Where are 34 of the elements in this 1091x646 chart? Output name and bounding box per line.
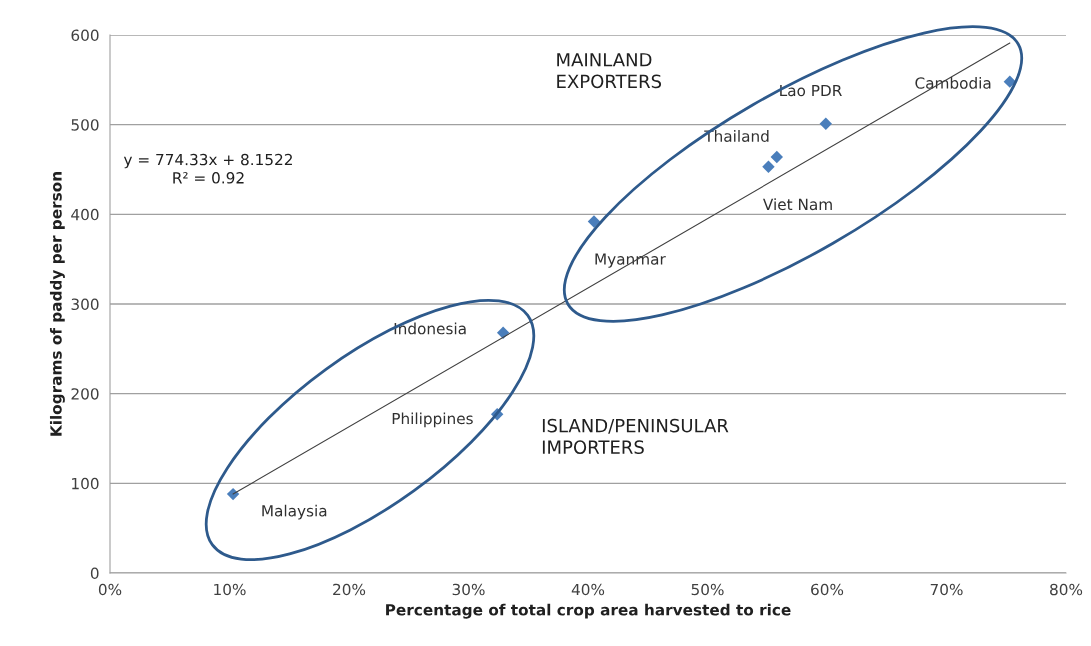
x-tick-label: 10%: [214, 583, 246, 596]
x-axis-title: Percentage of total crop area harvested to rice: [386, 603, 791, 619]
x-tick-label: 40%: [571, 583, 605, 596]
y-tick-label: 600: [71, 29, 99, 42]
annotation: Thailand: [704, 130, 769, 142]
annotation: y = 774.33x + 8.1522 R² = 0.92: [123, 153, 292, 184]
y-tick-label: 0: [90, 567, 99, 580]
y-axis-title: Kilograms of paddy per person: [49, 172, 65, 436]
y-tick-label: 400: [71, 208, 99, 221]
x-tick-label: 50%: [691, 583, 724, 596]
annotation: Malaysia: [262, 504, 327, 520]
point: [762, 160, 775, 174]
x-tick-label: 60%: [811, 583, 844, 596]
y-tick-label: 500: [71, 119, 99, 131]
point: [226, 487, 240, 501]
x-tick-label: 20%: [333, 583, 366, 596]
x-tick-label: 0%: [98, 583, 122, 596]
y-tick-label: 200: [71, 388, 99, 400]
annotation: MAINLAND EXPORTERS: [557, 53, 662, 89]
point: [770, 150, 784, 164]
annotation: Philippines: [392, 412, 473, 428]
point: [819, 117, 833, 130]
y-tick-label: 100: [72, 477, 99, 490]
annotation: Lao PDR: [780, 84, 842, 97]
x-tick-label: 70%: [930, 583, 963, 596]
point: [1003, 75, 1017, 88]
annotation: Indonesia: [394, 322, 466, 335]
annotation: Viet Nam: [763, 198, 832, 211]
x-tick-label: 30%: [452, 583, 485, 596]
point: [496, 326, 510, 339]
point: [587, 215, 601, 228]
y-tick-label: 300: [71, 298, 99, 311]
annotation: ISLAND/PENINSULAR IMPORTERS: [542, 418, 729, 454]
x-tick-label: 80%: [1050, 583, 1083, 596]
